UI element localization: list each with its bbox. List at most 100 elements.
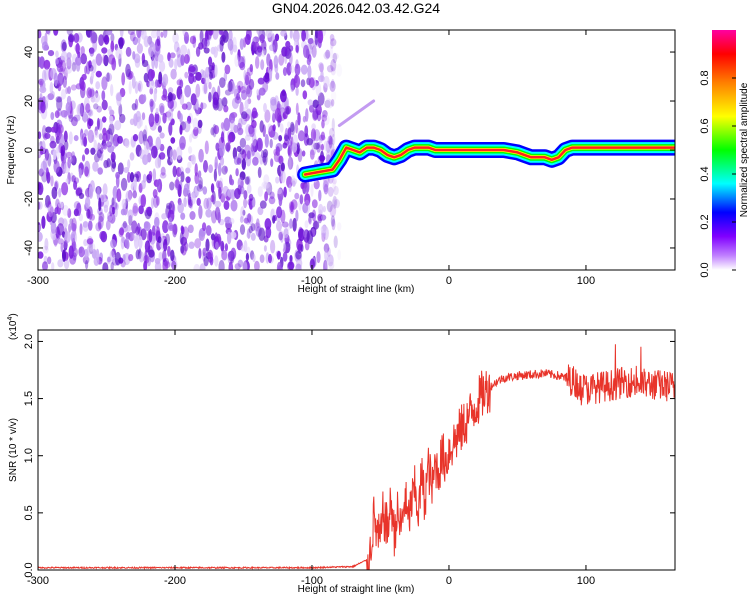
noise-cell — [101, 99, 108, 111]
noise-cell — [144, 125, 148, 139]
noise-cell — [151, 56, 155, 70]
noise-cell — [215, 233, 222, 248]
colorbar-tick-label: 0.8 — [699, 70, 711, 85]
noise-cell — [138, 130, 144, 145]
noise-cell — [243, 69, 247, 81]
noise-cell — [176, 79, 182, 86]
noise-cell — [89, 47, 95, 57]
noise-cell — [262, 155, 267, 163]
noise-cell — [223, 200, 230, 210]
noise-cell — [317, 92, 325, 106]
noise-cell — [248, 78, 255, 90]
noise-cell — [49, 206, 55, 219]
noise-cell — [334, 199, 340, 209]
noise-cell — [193, 126, 199, 137]
noise-cell — [70, 151, 76, 164]
noise-cell — [137, 82, 141, 92]
noise-cell — [252, 156, 259, 166]
noise-cell — [217, 162, 222, 177]
noise-cell — [327, 254, 334, 267]
noise-cell — [263, 182, 270, 189]
noise-cell — [168, 217, 173, 225]
noise-cell — [155, 226, 161, 240]
noise-cell — [63, 239, 68, 249]
noise-cell — [44, 68, 50, 81]
noise-cell — [62, 204, 69, 216]
noise-cell — [326, 65, 334, 73]
noise-cell — [275, 146, 280, 157]
noise-cell — [187, 224, 194, 234]
noise-cell — [180, 225, 184, 233]
noise-cell — [276, 250, 281, 260]
noise-cell — [202, 186, 208, 195]
y-tick-label: 1.5 — [23, 391, 35, 406]
noise-cell — [55, 58, 59, 65]
noise-cell — [149, 100, 156, 110]
noise-cell — [86, 208, 91, 219]
noise-cell — [160, 31, 164, 38]
y-tick-label: -20 — [23, 191, 35, 207]
noise-cell — [328, 261, 335, 270]
noise-cell — [187, 115, 192, 124]
noise-cell — [245, 33, 251, 46]
noise-cell — [224, 166, 228, 173]
noise-cell — [156, 196, 160, 206]
noise-cell — [73, 180, 78, 190]
noise-cell — [330, 90, 337, 102]
x-tick-label: -200 — [164, 575, 186, 587]
noise-cell — [153, 89, 157, 103]
noise-cell — [115, 92, 123, 102]
noise-cell — [246, 150, 251, 160]
noise-cell — [105, 30, 113, 36]
noise-cell — [131, 220, 138, 234]
noise-cell — [292, 30, 300, 43]
noise-cell — [162, 112, 167, 124]
noise-cell — [256, 30, 263, 36]
noise-cell — [326, 200, 333, 213]
noise-cell — [135, 226, 140, 236]
noise-cell — [168, 58, 174, 68]
noise-cell — [63, 67, 68, 80]
noise-cell — [38, 131, 42, 139]
noise-cell — [58, 187, 62, 198]
noise-cell — [172, 165, 177, 178]
noise-cell — [202, 82, 209, 95]
noise-cell — [161, 213, 168, 220]
noise-cell — [331, 178, 337, 185]
noise-cell — [68, 223, 72, 233]
noise-cell — [116, 188, 122, 202]
noise-cell — [304, 241, 310, 251]
noise-cell — [175, 146, 183, 160]
noise-cell — [125, 190, 132, 202]
noise-cell — [110, 40, 115, 53]
noise-cell — [326, 99, 333, 109]
noise-cell — [197, 119, 203, 129]
noise-cell — [304, 193, 311, 206]
noise-cell — [116, 93, 122, 107]
noise-cell — [70, 230, 78, 245]
noise-cell — [183, 241, 189, 252]
noise-cell — [110, 84, 114, 97]
noise-cell — [67, 208, 72, 219]
noise-cell — [70, 223, 77, 232]
noise-cell — [246, 184, 252, 194]
noise-cell — [168, 122, 173, 136]
noise-cell — [71, 217, 77, 232]
noise-cell — [143, 221, 151, 232]
noise-cell — [273, 151, 281, 163]
ridge-streak — [337, 99, 376, 128]
noise-cell — [97, 207, 103, 216]
noise-cell — [248, 193, 254, 201]
noise-cell — [249, 64, 253, 73]
noise-cell — [280, 233, 284, 243]
noise-cell — [229, 112, 235, 124]
noise-cell — [117, 135, 123, 144]
noise-cell — [192, 36, 196, 49]
noise-cell — [289, 30, 293, 39]
noise-cell — [270, 98, 277, 112]
noise-cell — [210, 183, 215, 193]
noise-cell — [269, 191, 275, 200]
noise-cell — [60, 144, 66, 157]
noise-cell — [323, 114, 330, 126]
noise-cell — [220, 122, 225, 130]
